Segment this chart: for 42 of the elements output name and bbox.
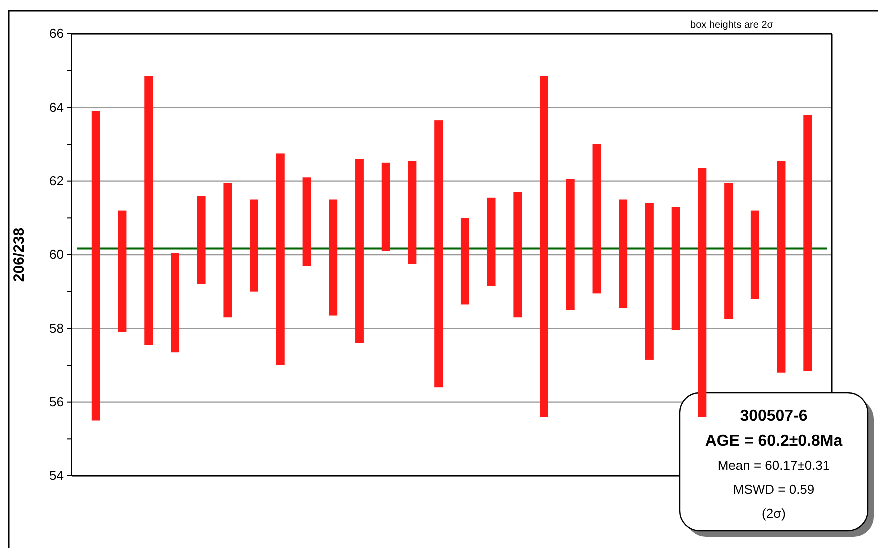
y-tick-label: 62 [50, 173, 64, 188]
y-tick-label: 54 [50, 468, 64, 484]
bar [170, 253, 180, 353]
bar [698, 168, 707, 418]
annotation: 300507-6 [740, 408, 808, 425]
bar [224, 183, 232, 318]
bar [804, 115, 812, 372]
bar [408, 161, 417, 264]
bar [487, 198, 496, 286]
bar [382, 162, 390, 252]
bar [276, 154, 285, 366]
bar [356, 159, 364, 344]
text: MSWD = 0.59 [733, 482, 815, 497]
bar [672, 207, 680, 331]
bar [460, 218, 470, 305]
bar [92, 111, 100, 421]
text: (2σ) [762, 506, 786, 521]
annotation: Mean = 60.17±0.31 [718, 458, 830, 473]
bar [750, 210, 760, 300]
y-tick-label: 56 [50, 394, 64, 410]
bar [514, 192, 522, 318]
y-tick-label: 58 [50, 320, 64, 336]
bar [619, 200, 628, 308]
y-tick-label: 66 [50, 26, 64, 42]
bar [197, 196, 206, 284]
bar [144, 76, 154, 346]
bar [434, 120, 444, 388]
bar [777, 161, 786, 373]
bar [302, 178, 312, 266]
text: box heights are 2σ [690, 20, 774, 31]
bar [566, 179, 575, 310]
annotation: AGE = 60.2±0.8Ma [705, 433, 843, 450]
bar [250, 200, 259, 292]
y-axis-title: 206/238 [11, 228, 28, 282]
y-tick-label: 64 [50, 100, 64, 115]
bar [329, 200, 338, 316]
bar [645, 203, 654, 360]
bar [540, 76, 548, 418]
bar [592, 144, 602, 294]
bar [118, 210, 127, 332]
y-tick-label: 60 [50, 247, 64, 262]
bar [724, 183, 734, 320]
